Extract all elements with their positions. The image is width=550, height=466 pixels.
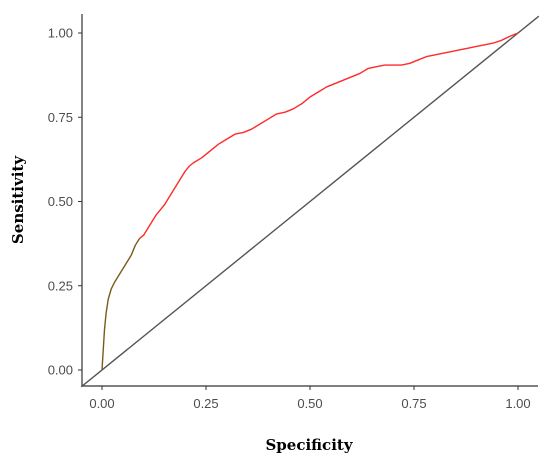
- x-tick-label: 1.00: [505, 396, 530, 411]
- x-tick-label: 0.25: [193, 396, 218, 411]
- x-axis-ticks: 0.00 0.25 0.50 0.75 1.00: [89, 386, 531, 411]
- y-axis-title: Sensitivity: [9, 155, 27, 244]
- x-axis-title: Specificity: [265, 436, 353, 454]
- plot-area: [80, 14, 540, 388]
- roc-curve-low-segment: [101, 238, 141, 371]
- y-tick-label: 0.25: [48, 278, 73, 293]
- x-tick-label: 0.75: [401, 396, 426, 411]
- roc-curve-line: [138, 32, 519, 240]
- x-tick-label: 0.50: [297, 396, 322, 411]
- y-tick-label: 0.75: [48, 110, 73, 125]
- y-tick-label: 0.00: [48, 363, 73, 378]
- x-tick-label: 0.00: [89, 396, 114, 411]
- reference-diagonal-line: [80, 15, 540, 388]
- y-tick-label: 1.00: [48, 26, 73, 41]
- y-axis-ticks: 0.00 0.25 0.50 0.75 1.00: [48, 26, 82, 378]
- y-tick-label: 0.50: [48, 194, 73, 209]
- roc-series: [101, 32, 519, 371]
